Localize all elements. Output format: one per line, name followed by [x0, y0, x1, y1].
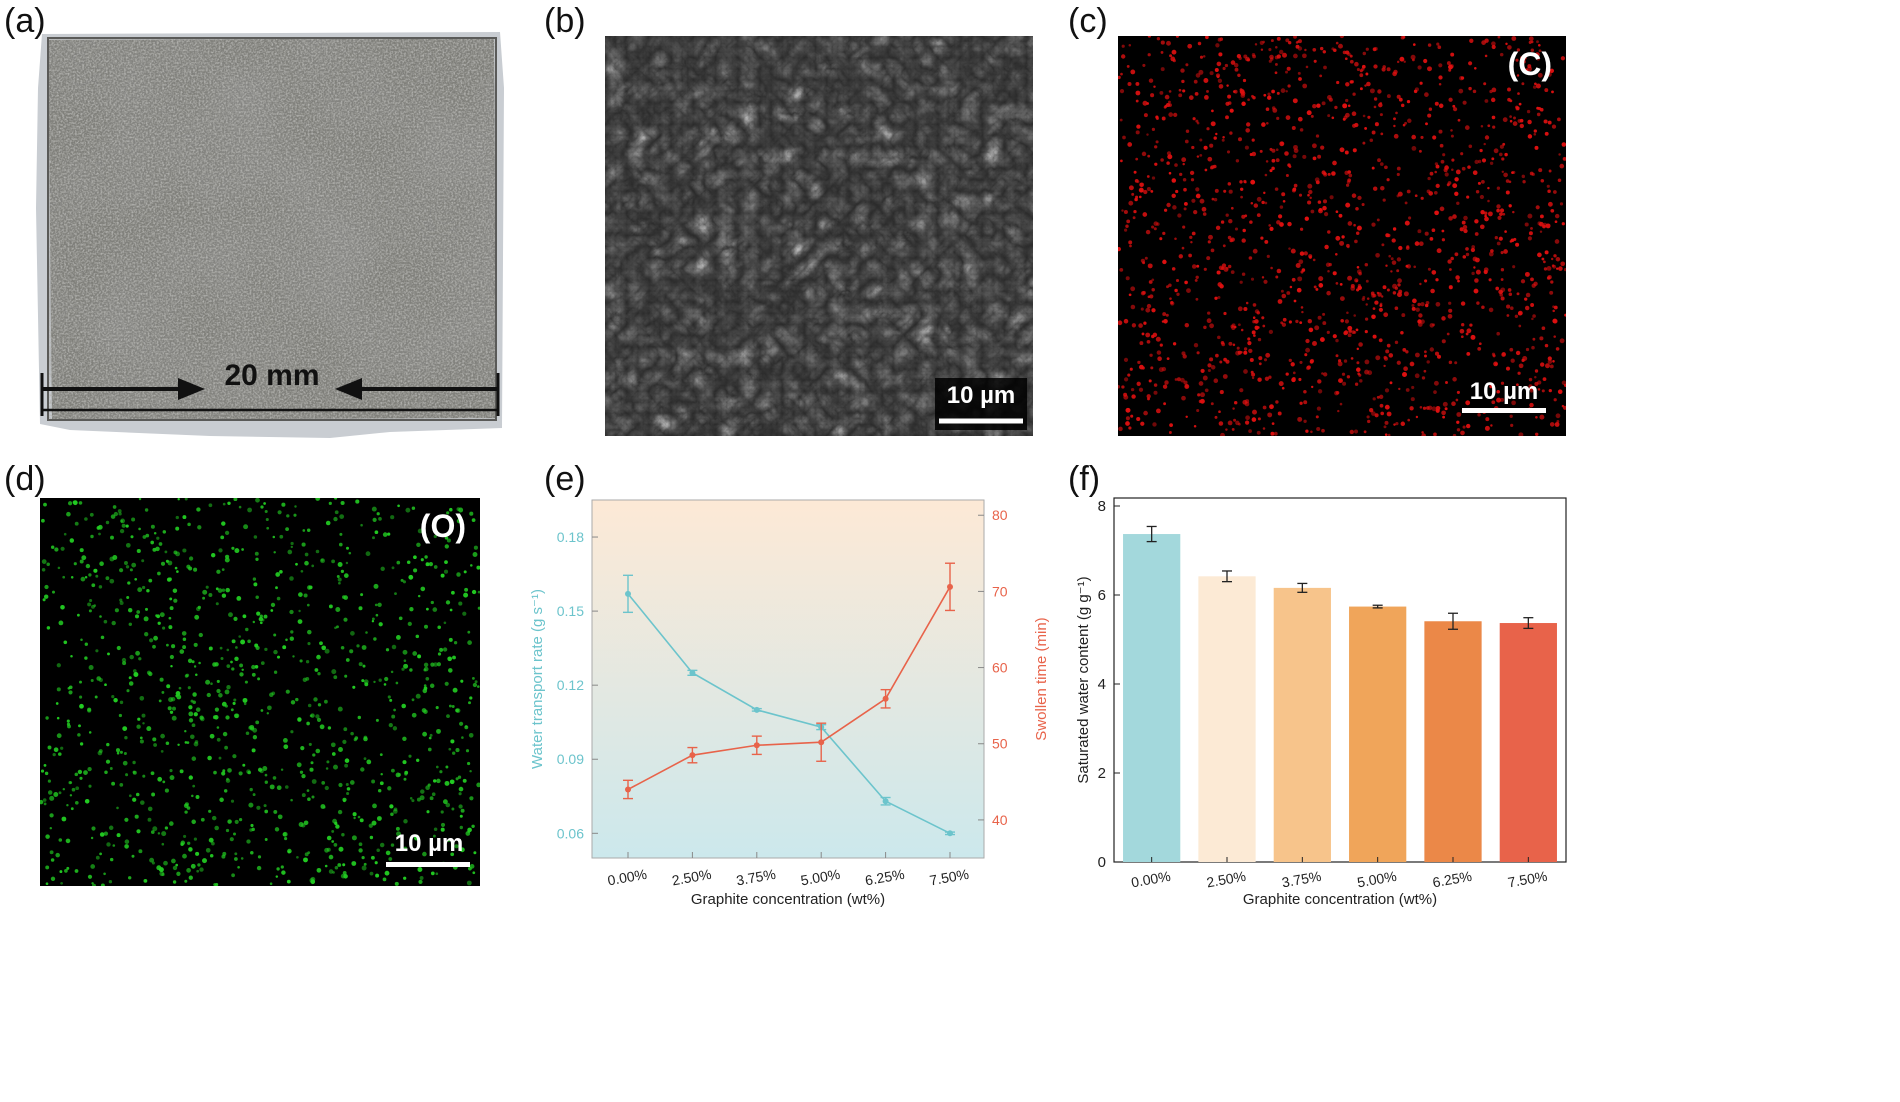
data-point	[625, 590, 631, 597]
y-tick-right: 70	[992, 583, 1008, 599]
panel-label-a: (a)	[4, 2, 46, 40]
bar	[1123, 534, 1181, 862]
chart-saturated-water: 0 2 4 6 8 0.00% 2.50% 3.75% 5.00% 6.25% 7.50% Gra…	[1075, 497, 1567, 908]
sem-image: 10 µm	[605, 36, 1033, 436]
chart-transport-swollen: 0.06 0.09 0.12 0.15 0.18 40 50 60 70 80 0.00% 2.5…	[529, 499, 1050, 908]
y-axis-label-right: Swollen time (min)	[1033, 617, 1050, 740]
y-tick-right: 50	[992, 736, 1008, 752]
eds-map-oxygen: (O) 10 µm	[40, 498, 480, 886]
panel-label-d: (d)	[4, 460, 46, 498]
data-point	[818, 739, 825, 746]
panel-label-c: (c)	[1068, 2, 1108, 40]
scale-bar-label: 10 µm	[946, 382, 1016, 409]
x-tick-label: 0.00%	[1130, 868, 1172, 891]
data-point	[625, 786, 631, 793]
panel-label-e: (e)	[544, 460, 586, 498]
y-tick-label: 6	[1098, 587, 1106, 604]
scale-bar	[386, 862, 470, 867]
y-tick-left: 0.06	[557, 825, 584, 841]
data-point	[947, 830, 953, 837]
x-tick-label: 6.25%	[864, 866, 906, 889]
bar	[1198, 576, 1256, 862]
scale-bar-label: 10 µm	[1469, 378, 1539, 405]
data-point	[753, 706, 760, 713]
scale-bar	[1462, 408, 1546, 413]
data-point	[689, 752, 696, 759]
y-axis-label: Saturated water content (g g⁻¹)	[1075, 576, 1092, 783]
x-tick-label: 0.00%	[606, 866, 648, 889]
data-point	[753, 742, 760, 749]
x-tick-label: 5.00%	[1356, 868, 1398, 891]
bar	[1499, 623, 1557, 862]
signal-dots	[1118, 36, 1566, 436]
eds-map-carbon: (C) 10 µm	[1118, 36, 1566, 436]
series-line	[627, 586, 951, 791]
bar	[1424, 621, 1482, 862]
y-axis-label-left: Water transport rate (g s⁻¹)	[529, 589, 546, 769]
data-point	[689, 669, 696, 676]
y-tick-left: 0.15	[557, 603, 584, 619]
x-tick-label: 2.50%	[1205, 868, 1247, 891]
y-tick-left: 0.18	[557, 529, 584, 545]
series-line	[627, 593, 951, 835]
bar	[1273, 587, 1331, 862]
panel-label-f: (f)	[1068, 460, 1101, 498]
x-tick-label: 3.75%	[735, 866, 777, 889]
x-axis-label: Graphite concentration (wt%)	[691, 891, 885, 908]
x-tick-label: 2.50%	[671, 866, 713, 889]
panel-label-b: (b)	[544, 2, 586, 40]
y-tick-right: 80	[992, 507, 1008, 523]
x-axis-label: Graphite concentration (wt%)	[1243, 891, 1437, 908]
x-tick-label: 7.50%	[928, 866, 970, 889]
x-tick-label: 7.50%	[1507, 868, 1549, 891]
data-point	[947, 583, 953, 590]
y-tick-left: 0.12	[557, 677, 584, 693]
bar	[1349, 606, 1407, 862]
element-label: (C)	[1507, 46, 1552, 82]
y-tick-right: 40	[992, 812, 1008, 828]
scale-bar-label: 10 µm	[394, 830, 464, 857]
sample-photo: 20 mm	[30, 28, 510, 440]
y-tick-label: 2	[1098, 765, 1106, 782]
y-tick-left: 0.09	[557, 751, 584, 767]
data-point	[882, 695, 889, 702]
element-label: (O)	[419, 508, 466, 544]
signal-dots	[40, 498, 480, 886]
x-tick-label: 5.00%	[799, 866, 841, 889]
x-tick-label: 6.25%	[1431, 868, 1473, 891]
y-tick-label: 4	[1098, 676, 1106, 693]
data-point	[882, 798, 889, 805]
dimension-label: 20 mm	[224, 359, 320, 392]
x-tick-label: 3.75%	[1281, 868, 1323, 891]
y-tick-right: 60	[992, 660, 1008, 676]
y-tick-label: 0	[1098, 854, 1106, 871]
y-tick-label: 8	[1098, 498, 1106, 515]
